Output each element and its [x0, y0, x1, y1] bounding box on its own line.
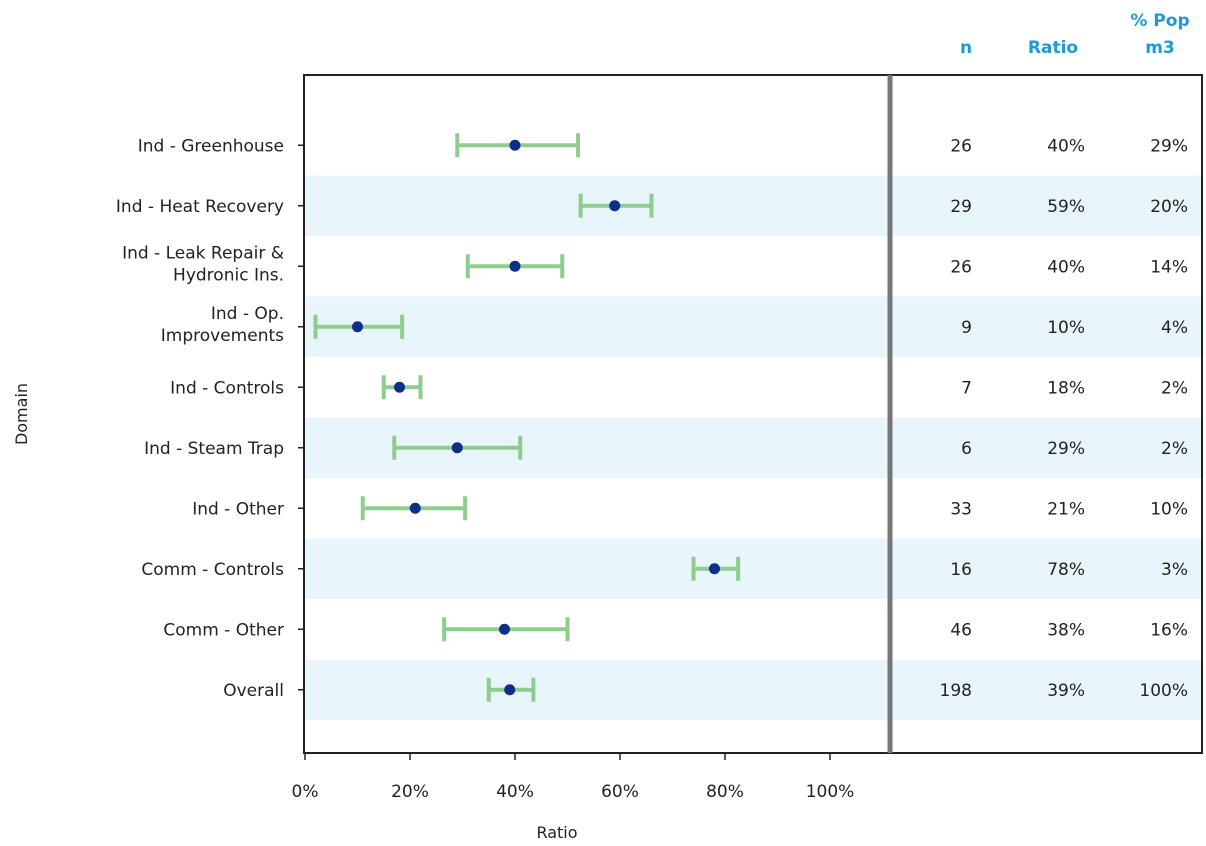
pop-value: 16%	[1150, 620, 1188, 640]
row-band	[305, 175, 1201, 236]
ratio-value: 10%	[1047, 318, 1085, 338]
x-tick-label: 80%	[706, 782, 744, 802]
n-value: 33	[950, 499, 972, 519]
n-value: 26	[950, 257, 972, 277]
category-label: Comm - Controls	[141, 560, 284, 580]
forest-row: Comm - Controls 16 78% 3%	[141, 556, 1188, 581]
forest-row: Ind - Heat Recovery 29 59% 20%	[116, 193, 1188, 218]
point-estimate	[609, 200, 621, 212]
point-estimate	[509, 139, 521, 151]
n-value: 29	[950, 197, 972, 217]
point-estimate	[409, 502, 421, 514]
pop-value: 2%	[1161, 439, 1188, 459]
forest-row: Ind - Leak Repair &Hydronic Ins. 26 40% 14%	[122, 243, 1188, 285]
category-label: Ind - Controls	[170, 378, 284, 398]
forest-row: Comm - Other 46 38% 16%	[163, 617, 1188, 642]
category-label: Comm - Other	[163, 620, 284, 640]
x-tick-label: 40%	[496, 782, 534, 802]
forest-row: Ind - Steam Trap 6 29% 2%	[144, 435, 1188, 460]
category-label: Ind - Other	[192, 499, 284, 519]
category-label: Overall	[223, 681, 284, 701]
n-value: 6	[961, 439, 972, 459]
y-axis-title: Domain	[12, 383, 31, 445]
n-value: 7	[961, 378, 972, 398]
pop-value: 20%	[1150, 197, 1188, 217]
n-value: 26	[950, 136, 972, 156]
category-label: Ind - Steam Trap	[144, 439, 284, 459]
category-label: Hydronic Ins.	[173, 265, 284, 285]
pop-value: 3%	[1161, 560, 1188, 580]
point-estimate	[394, 381, 405, 393]
point-estimate	[509, 260, 521, 272]
point-estimate	[451, 442, 463, 454]
ratio-value: 40%	[1047, 257, 1085, 277]
point-estimate	[352, 321, 363, 333]
ratio-value: 38%	[1047, 620, 1085, 640]
forest-row: Ind - Other 33 21% 10%	[192, 496, 1188, 521]
category-label: Ind - Leak Repair &	[122, 243, 284, 263]
pop-value: 2%	[1161, 378, 1188, 398]
forest-row: Ind - Controls 7 18% 2%	[170, 375, 1188, 400]
pop-value: 29%	[1150, 136, 1188, 156]
row-band	[305, 659, 1201, 720]
x-tick-label: 100%	[806, 782, 855, 802]
ratio-value: 78%	[1047, 560, 1085, 580]
category-label: Ind - Heat Recovery	[116, 197, 284, 217]
pop-value: 14%	[1150, 257, 1188, 277]
forest-row: Ind - Greenhouse 26 40% 29%	[138, 133, 1188, 158]
ratio-value: 18%	[1047, 378, 1085, 398]
forest-row: Ind - Op.Improvements 9 10% 4%	[161, 304, 1188, 346]
ratio-value: 21%	[1047, 499, 1085, 519]
category-label: Ind - Greenhouse	[138, 136, 284, 156]
point-estimate	[499, 623, 510, 635]
x-axis-title: Ratio	[536, 823, 577, 842]
row-band	[305, 538, 1201, 599]
category-label: Improvements	[161, 326, 284, 346]
x-tick-label: 20%	[391, 782, 429, 802]
plot-frame	[303, 74, 1203, 754]
row-bands	[305, 175, 1201, 720]
n-value: 46	[950, 620, 972, 640]
forest-row: Overall 198 39% 100%	[223, 677, 1188, 702]
n-value: 16	[950, 560, 972, 580]
n-value: 9	[961, 318, 972, 338]
table-header: n Ratio % Pop m3	[960, 11, 1190, 58]
point-estimate	[709, 563, 720, 575]
pop-value: 4%	[1161, 318, 1188, 338]
point-estimate	[504, 684, 516, 696]
header-pop-unit: m3	[1145, 38, 1175, 58]
ratio-value: 59%	[1047, 197, 1085, 217]
ratio-value: 29%	[1047, 439, 1085, 459]
x-axis: 0% 20% 40% 60% 80% 100%	[292, 753, 855, 802]
x-tick-label: 60%	[601, 782, 639, 802]
row-band	[305, 296, 1201, 357]
x-tick-label: 0%	[292, 782, 319, 802]
category-label: Ind - Op.	[211, 304, 284, 324]
ratio-value: 39%	[1047, 681, 1085, 701]
data-rows: Ind - Greenhouse 26 40% 29% Ind - Heat Recov…	[116, 133, 1188, 702]
pop-value: 10%	[1150, 499, 1188, 519]
n-value: 198	[940, 681, 972, 701]
header-pop: % Pop	[1130, 11, 1189, 31]
ratio-value: 40%	[1047, 136, 1085, 156]
header-n: n	[960, 38, 972, 58]
header-ratio: Ratio	[1028, 38, 1078, 58]
pop-value: 100%	[1139, 681, 1188, 701]
